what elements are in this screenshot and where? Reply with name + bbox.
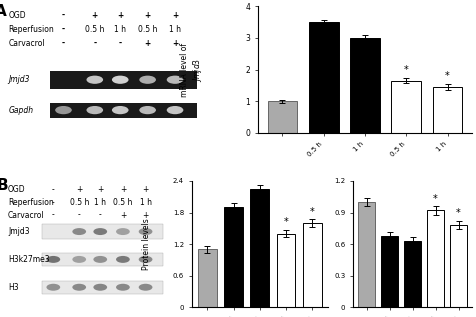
Text: H3: H3: [8, 283, 19, 292]
Bar: [404, 241, 420, 307]
Text: +: +: [76, 185, 82, 194]
Ellipse shape: [46, 256, 60, 263]
Text: +: +: [117, 11, 123, 20]
Text: *: *: [403, 65, 408, 75]
Text: Jmjd3: Jmjd3: [9, 75, 30, 84]
Ellipse shape: [55, 106, 72, 114]
Ellipse shape: [139, 76, 156, 84]
Text: 1 h: 1 h: [94, 198, 106, 207]
Ellipse shape: [72, 228, 86, 235]
Text: -: -: [52, 185, 55, 194]
Bar: [308, 22, 338, 133]
Y-axis label: Protein levels: Protein levels: [141, 218, 150, 270]
Text: *: *: [455, 208, 460, 218]
Ellipse shape: [93, 284, 107, 291]
Text: *: *: [283, 217, 288, 227]
Bar: [250, 189, 268, 307]
Ellipse shape: [112, 106, 129, 114]
Ellipse shape: [139, 106, 156, 114]
Text: 0.5 h: 0.5 h: [113, 198, 132, 207]
Text: H3k27me3: H3k27me3: [8, 255, 50, 264]
Text: OGD: OGD: [9, 11, 26, 20]
Text: 0.5 h: 0.5 h: [85, 25, 104, 34]
Text: *: *: [444, 71, 449, 81]
Bar: [432, 87, 462, 133]
Text: *: *: [309, 207, 314, 217]
Text: +: +: [171, 11, 178, 20]
Text: +: +: [144, 11, 150, 20]
Bar: [357, 202, 374, 307]
Text: -: -: [93, 39, 96, 48]
Text: +: +: [119, 185, 126, 194]
Bar: [449, 225, 466, 307]
Bar: [42, 253, 163, 266]
Ellipse shape: [116, 228, 129, 235]
Text: -: -: [62, 11, 65, 20]
Text: +: +: [144, 39, 150, 48]
Bar: [224, 207, 242, 307]
Text: Reperfusion: Reperfusion: [8, 198, 54, 207]
Bar: [267, 101, 297, 133]
Text: Carvacrol: Carvacrol: [8, 210, 45, 220]
Text: -: -: [99, 210, 101, 220]
Bar: [349, 38, 379, 133]
Ellipse shape: [72, 284, 86, 291]
Text: +: +: [142, 185, 149, 194]
Text: +: +: [119, 210, 126, 220]
Y-axis label: mRNA level of
$Jmjd3$: mRNA level of $Jmjd3$: [180, 42, 204, 97]
Bar: [50, 71, 196, 88]
Text: +: +: [97, 185, 103, 194]
Ellipse shape: [139, 284, 152, 291]
Ellipse shape: [116, 284, 129, 291]
Text: Reperfusion: Reperfusion: [9, 25, 54, 34]
Text: 0.5 h: 0.5 h: [138, 25, 157, 34]
Ellipse shape: [167, 76, 183, 84]
Bar: [381, 236, 397, 307]
Ellipse shape: [86, 76, 103, 84]
Ellipse shape: [116, 256, 129, 263]
Text: Carvacrol: Carvacrol: [9, 39, 45, 48]
Ellipse shape: [93, 228, 107, 235]
Bar: [50, 102, 196, 118]
Text: B: B: [0, 178, 8, 193]
Text: -: -: [52, 210, 55, 220]
Ellipse shape: [93, 256, 107, 263]
Text: Jmjd3: Jmjd3: [8, 227, 30, 236]
Text: 0.5 h: 0.5 h: [69, 198, 89, 207]
Text: -: -: [119, 39, 121, 48]
Text: OGD: OGD: [8, 185, 26, 194]
Bar: [302, 223, 321, 307]
Bar: [198, 249, 216, 307]
Bar: [391, 81, 420, 133]
Text: +: +: [91, 11, 98, 20]
Text: -: -: [78, 210, 80, 220]
Ellipse shape: [112, 76, 129, 84]
Ellipse shape: [139, 256, 152, 263]
Text: 1 h: 1 h: [169, 25, 181, 34]
Text: Gapdh: Gapdh: [9, 106, 34, 115]
Ellipse shape: [86, 106, 103, 114]
Text: *: *: [432, 194, 437, 204]
Bar: [42, 281, 163, 294]
Ellipse shape: [46, 284, 60, 291]
Ellipse shape: [167, 106, 183, 114]
Ellipse shape: [72, 256, 86, 263]
Bar: [426, 210, 443, 307]
Text: +: +: [171, 39, 178, 48]
Text: -: -: [62, 39, 65, 48]
Ellipse shape: [139, 228, 152, 235]
Text: +: +: [142, 210, 149, 220]
Text: -: -: [62, 25, 65, 34]
Text: 1 h: 1 h: [114, 25, 126, 34]
Bar: [276, 234, 295, 307]
Bar: [42, 224, 163, 239]
Text: A: A: [0, 4, 7, 19]
Text: 1 h: 1 h: [139, 198, 151, 207]
Text: -: -: [52, 198, 55, 207]
